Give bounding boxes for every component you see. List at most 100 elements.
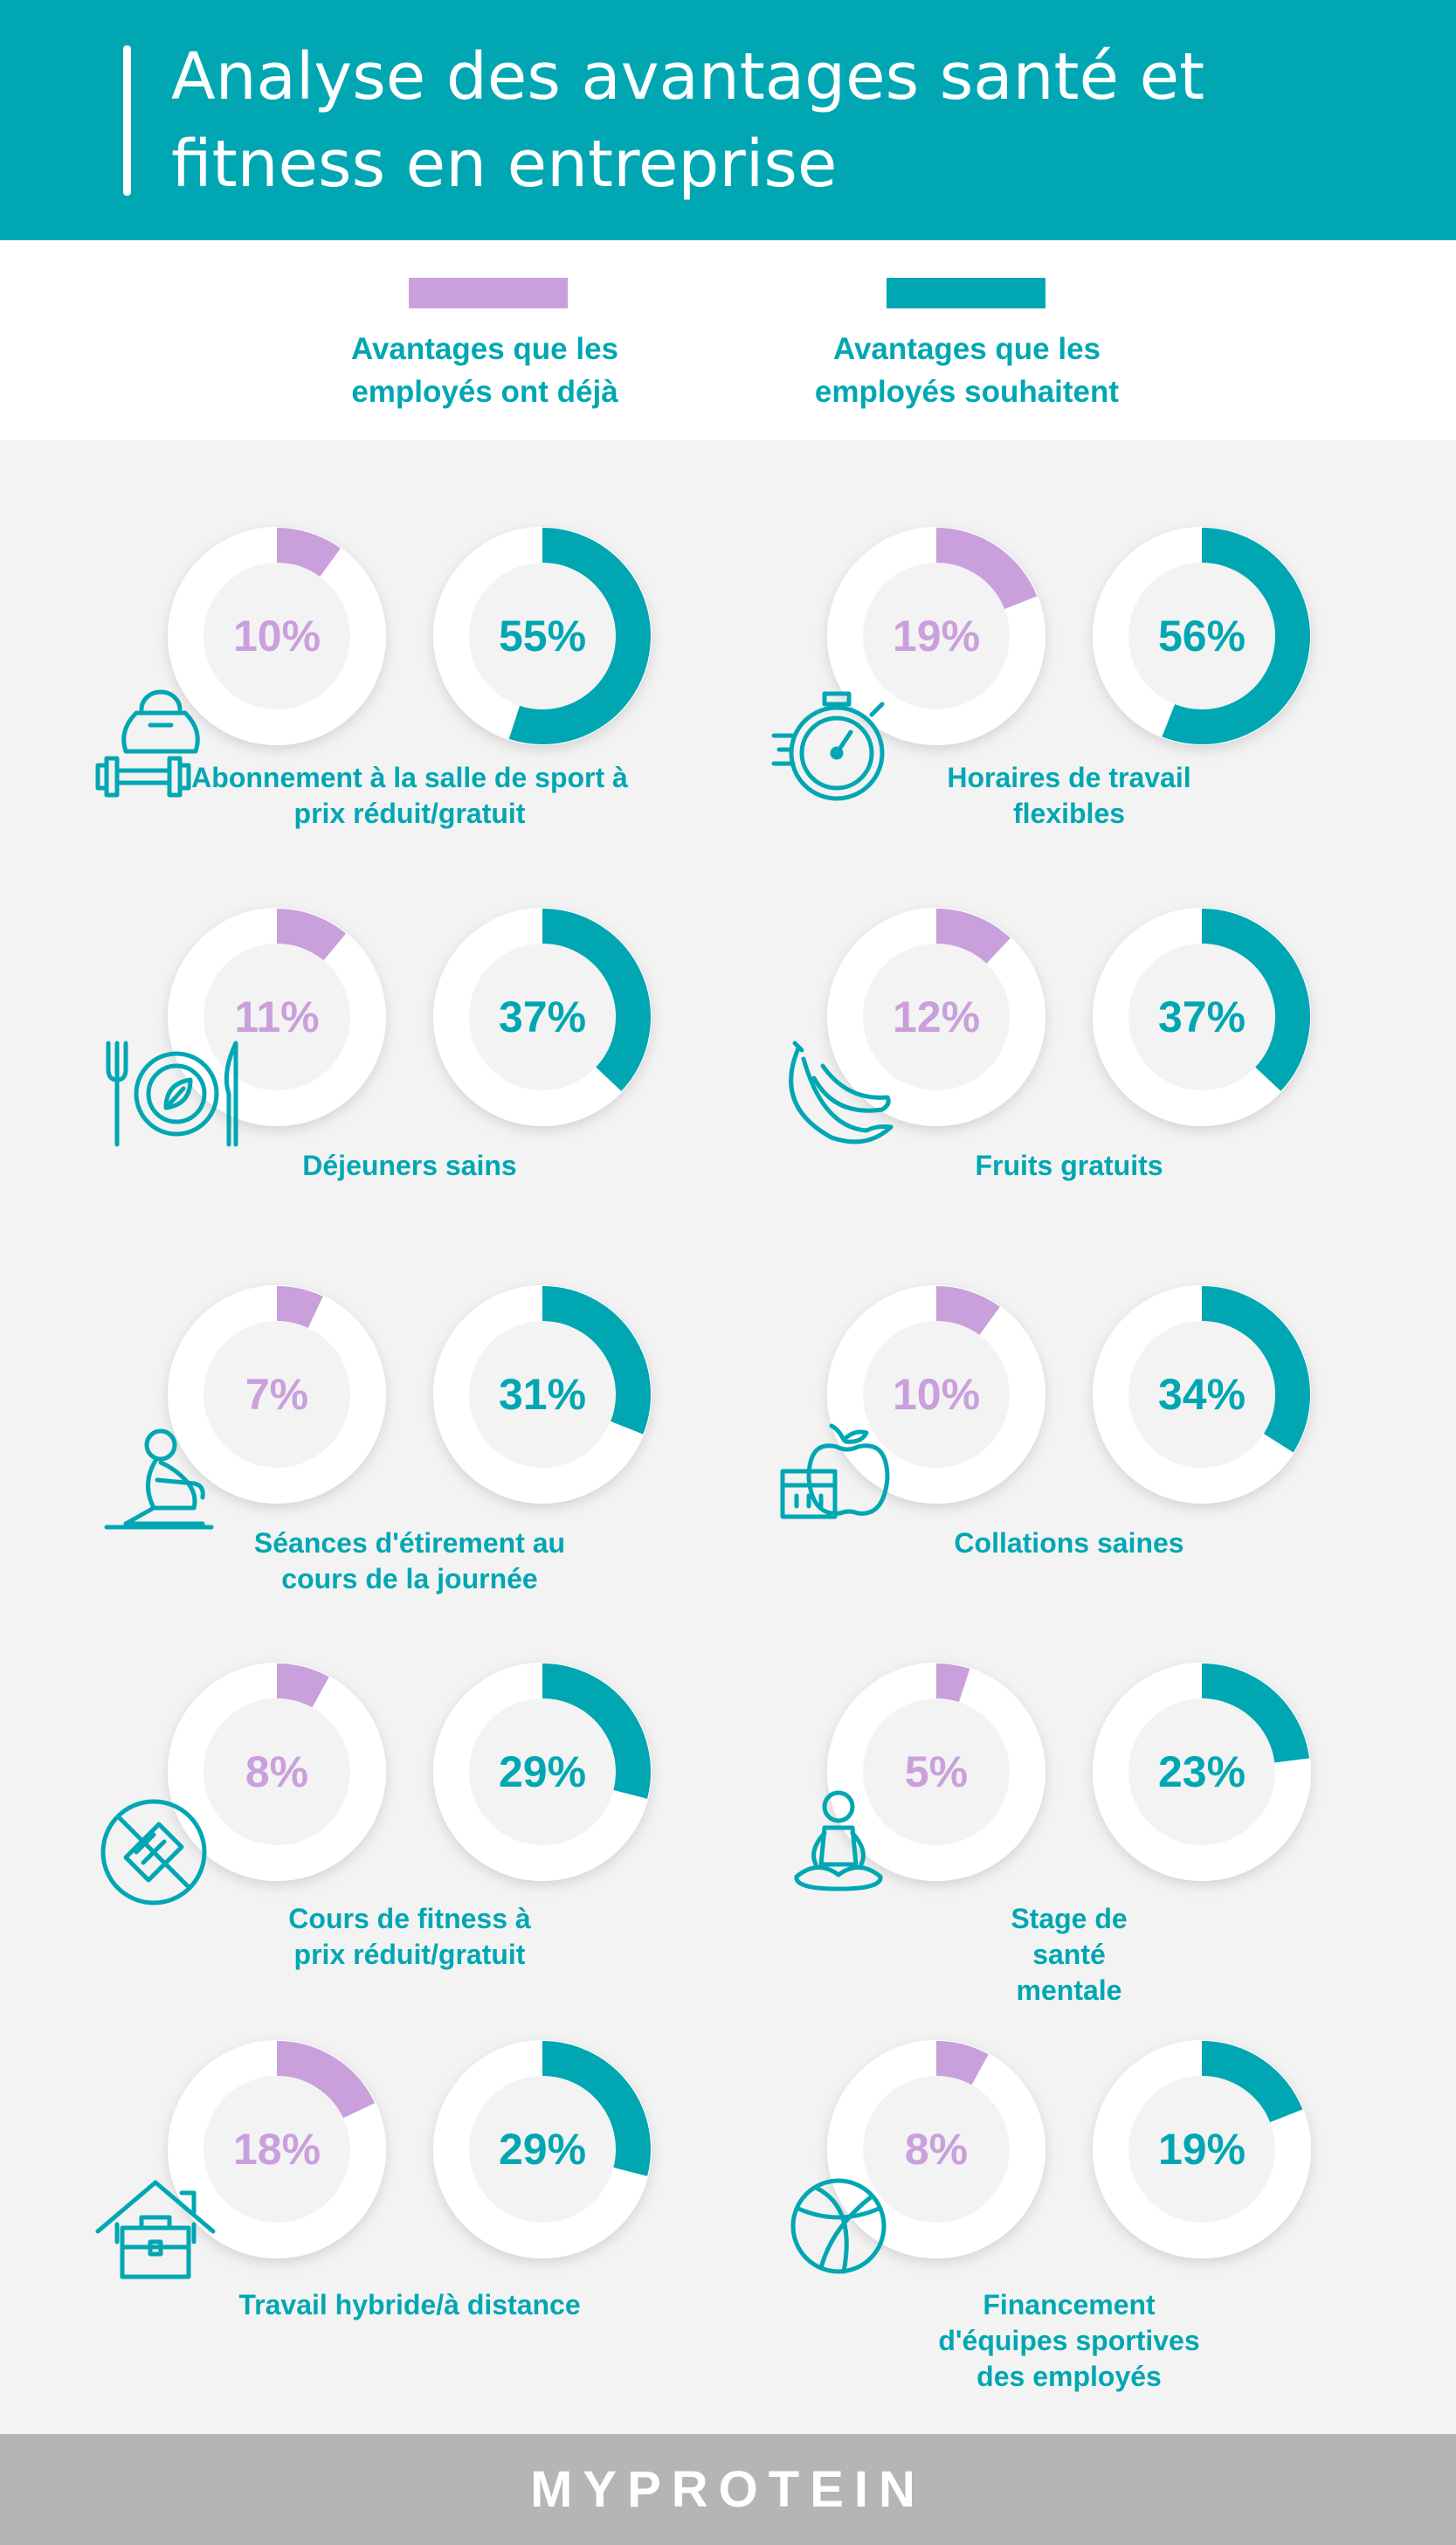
caption-hybrid-work: Travail hybride/à distance	[238, 2289, 581, 2320]
donut-have-3-hole	[863, 944, 1010, 1090]
donut-have-1-hole	[863, 563, 1010, 709]
donut-want-3-arc	[1201, 909, 1310, 1091]
stopwatch-icon	[771, 691, 885, 801]
donut-want-7-hole	[1128, 1698, 1275, 1845]
donut-have-6: 8%	[168, 1663, 386, 1881]
donut-have-1-arc	[935, 528, 1038, 610]
caption-fitness-classes: Cours de fitness à prix réduit/gratuit	[288, 1903, 531, 1970]
caption-gym-membership: Abonnement à la salle de sport à prix ré…	[191, 762, 628, 829]
donut-want-4-hole	[469, 1321, 616, 1468]
legend: Avantages que les employés ont déjà Avan…	[0, 240, 1456, 440]
donut-have-4: 7%	[168, 1285, 386, 1504]
donut-have-9-arc	[935, 2041, 989, 2085]
kettlebell-dumbbell-icon	[95, 689, 200, 798]
donut-want-6: 29%	[433, 1663, 652, 1881]
donut-want-9-hole	[1128, 2076, 1275, 2223]
basketball-icon	[790, 2178, 887, 2274]
caption-healthy-snacks: Collations saines	[954, 1527, 1184, 1559]
donut-have-6-value-label: 8%	[245, 1747, 308, 1796]
donut-want-1: 56%	[1093, 527, 1311, 745]
donut-have-8-arc	[276, 2041, 376, 2119]
donut-have-1: 19%	[827, 527, 1045, 745]
donut-have-7-arc	[935, 1663, 970, 1703]
donut-have-5-arc	[935, 1286, 1000, 1336]
donut-want-5: 34%	[1093, 1285, 1311, 1504]
donut-charts-svg: 19% 8% 29% 18% 23% 5% 29% 8% 34% 10% 31% 7% 37% 12% 37…	[95, 527, 1311, 2279]
donut-want-1-arc	[1162, 528, 1310, 744]
donut-have-8-hole	[204, 2076, 350, 2223]
donut-want-7-arc	[1201, 1663, 1310, 1764]
house-briefcase-icon	[95, 2180, 216, 2279]
donut-have-5: 10%	[827, 1285, 1045, 1504]
caption-sports-teams: Financement d'équipes sportives des empl…	[938, 2289, 1200, 2392]
apple-snack-icon	[780, 1423, 890, 1519]
donut-want-5-hole	[1128, 1321, 1275, 1468]
donut-want-0-hole	[469, 563, 616, 709]
donut-have-6-hole	[204, 1698, 350, 1845]
donut-want-6-value-label: 29%	[499, 1747, 586, 1796]
donut-want-4: 31%	[433, 1285, 652, 1504]
donut-want-7: 23%	[1093, 1663, 1311, 1881]
donut-have-4-value-label: 7%	[245, 1370, 308, 1419]
donut-want-6-arc	[542, 1663, 651, 1799]
donut-have-1-value-label: 19%	[893, 612, 980, 660]
donut-want-2-arc	[542, 909, 651, 1091]
footer: MYPROTEIN	[0, 2434, 1456, 2545]
donut-have-7: 5%	[827, 1663, 1045, 1881]
donut-have-4-arc	[276, 1286, 323, 1329]
donut-want-9-arc	[1201, 2041, 1303, 2123]
banana-icon	[789, 1041, 894, 1145]
donut-have-9-value-label: 8%	[905, 2125, 968, 2174]
caption-mental-health: Stage de santé mentale	[1011, 1903, 1128, 2006]
donut-want-5-arc	[1201, 1286, 1310, 1453]
donut-chart-grid: 19% 8% 29% 18% 23% 5% 29% 8% 34% 10% 31% 7% 37% 12% 37…	[0, 440, 1456, 2434]
donut-want-4-arc	[542, 1286, 651, 1435]
donut-want-2-value-label: 37%	[499, 992, 586, 1041]
donut-want-8-value-label: 29%	[499, 2125, 586, 2174]
legend-label-want: Avantages que les employés souhaitent	[814, 332, 1120, 409]
donut-have-5-hole	[863, 1321, 1010, 1468]
donut-have-9: 8%	[827, 2040, 1045, 2258]
caption-free-fruit: Fruits gratuits	[975, 1150, 1163, 1181]
donut-have-0-hole	[204, 563, 350, 709]
donut-have-2-arc	[276, 909, 347, 961]
plate-cutlery-icon	[106, 1041, 238, 1147]
meditation-icon	[794, 1790, 883, 1891]
donut-have-0-value-label: 10%	[233, 612, 321, 660]
donut-have-0: 10%	[168, 527, 386, 745]
donut-want-1-value-label: 56%	[1158, 612, 1246, 660]
caption-flexible-hours: Horaires de travail flexibles	[947, 762, 1191, 829]
donut-have-9-hole	[863, 2076, 1010, 2223]
donut-want-8-arc	[542, 2041, 651, 2176]
donut-want-3-value-label: 37%	[1158, 992, 1246, 1041]
brand-logo: MYPROTEIN	[530, 2461, 926, 2518]
donut-have-7-value-label: 5%	[905, 1747, 968, 1796]
donut-want-0-arc	[508, 528, 651, 744]
donut-have-3-value-label: 12%	[893, 992, 980, 1041]
donut-want-7-value-label: 23%	[1158, 1747, 1246, 1796]
donut-want-2-hole	[469, 944, 616, 1090]
donut-have-5-value-label: 10%	[893, 1370, 980, 1419]
donut-want-9: 19%	[1093, 2040, 1311, 2258]
donut-have-2-hole	[204, 944, 350, 1090]
donut-want-5-value-label: 34%	[1158, 1370, 1246, 1419]
page-title: Analyse des avantages santé et fitness e…	[171, 39, 1205, 202]
donut-want-9-value-label: 19%	[1158, 2125, 1246, 2174]
donut-want-0: 55%	[433, 527, 652, 745]
donut-want-6-hole	[469, 1698, 616, 1845]
donut-have-8: 18%	[168, 2040, 386, 2258]
header-accent-bar	[123, 45, 131, 196]
donut-have-0-arc	[276, 528, 341, 577]
legend-swatch-want	[887, 278, 1045, 308]
donut-want-3: 37%	[1093, 908, 1311, 1126]
fitness-band-icon	[100, 1799, 207, 1905]
donut-have-3-arc	[935, 909, 1011, 965]
donut-have-2: 11%	[168, 908, 386, 1126]
donut-want-0-value-label: 55%	[499, 612, 586, 660]
stretching-person-icon	[104, 1428, 214, 1530]
donut-have-2-value-label: 11%	[234, 992, 319, 1041]
donut-want-8: 29%	[433, 2040, 652, 2258]
donut-have-3: 12%	[827, 908, 1045, 1126]
donut-have-6-arc	[276, 1663, 329, 1708]
donut-want-1-hole	[1128, 563, 1275, 709]
